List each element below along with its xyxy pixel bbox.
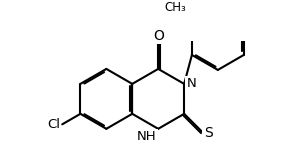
Text: NH: NH	[137, 130, 157, 143]
Text: Cl: Cl	[47, 118, 60, 131]
Text: O: O	[154, 29, 164, 43]
Text: CH₃: CH₃	[164, 1, 186, 14]
Text: S: S	[204, 126, 213, 140]
Text: N: N	[186, 77, 196, 90]
